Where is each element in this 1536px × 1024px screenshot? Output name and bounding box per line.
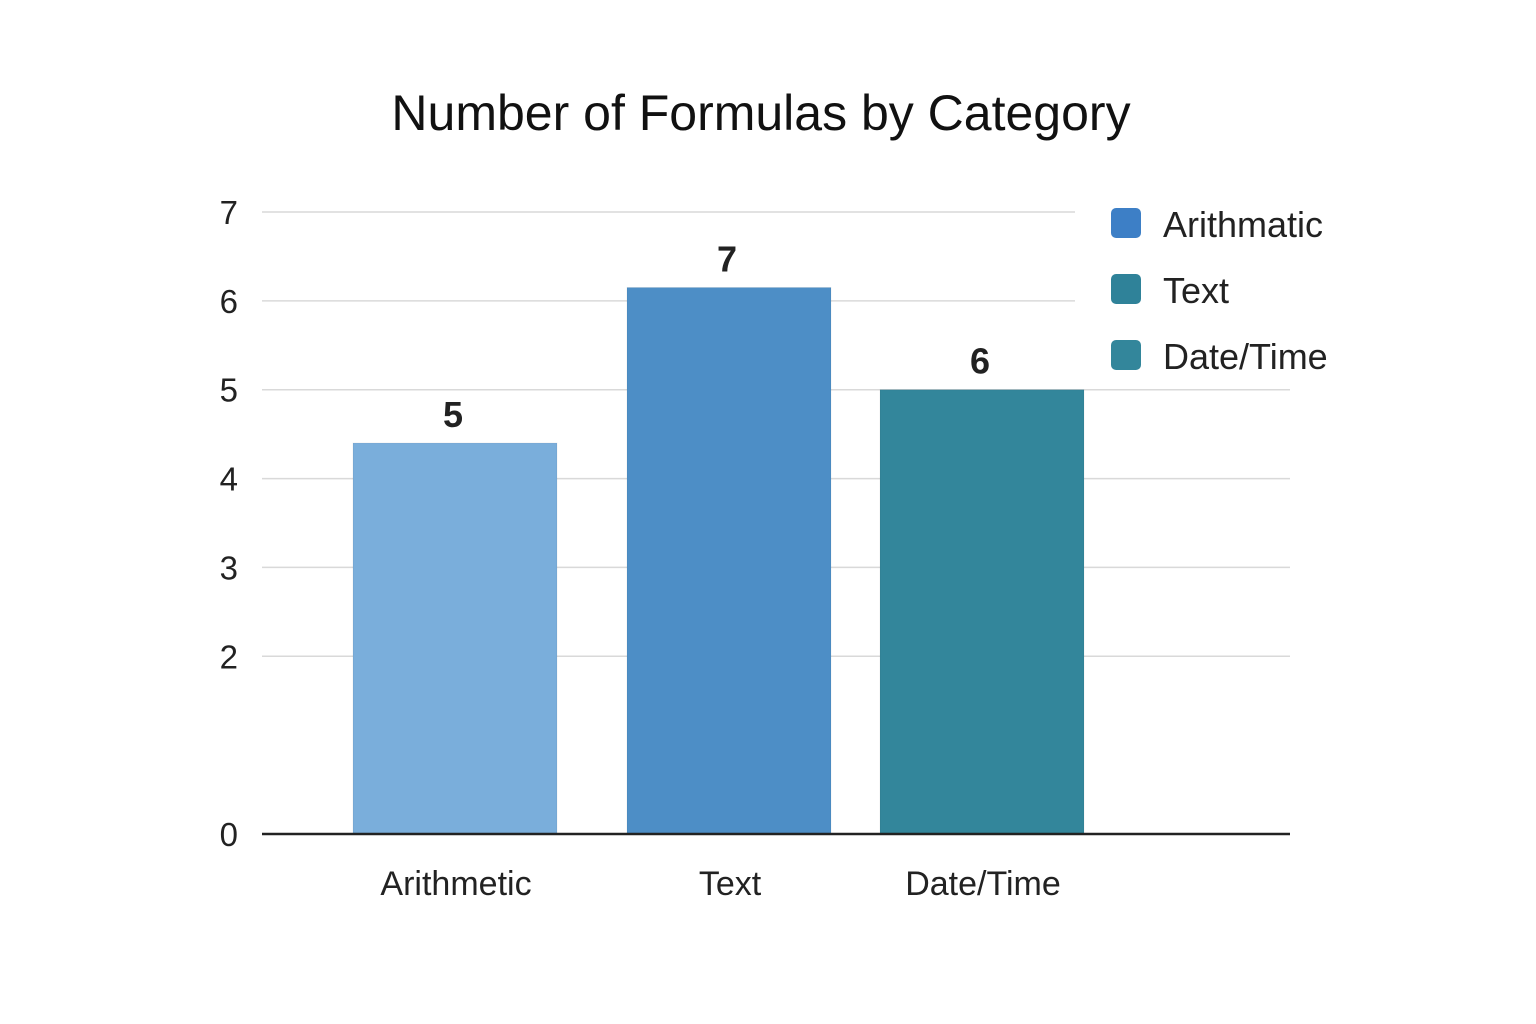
bars bbox=[352, 287, 1085, 835]
y-tick-label: 7 bbox=[220, 194, 238, 231]
y-axis-ticks: 0 2 3 4 5 6 7 bbox=[220, 194, 238, 853]
y-tick-label: 3 bbox=[220, 549, 238, 586]
legend-swatch bbox=[1111, 208, 1141, 238]
x-tick-label: Date/Time bbox=[905, 865, 1061, 903]
data-label: 7 bbox=[717, 239, 737, 280]
chart-title: Number of Formulas by Category bbox=[391, 85, 1130, 141]
legend-item[interactable]: Date/Time bbox=[1111, 336, 1328, 377]
legend: Arithmatic Text Date/Time bbox=[1111, 204, 1328, 377]
data-labels: 5 7 6 bbox=[443, 239, 990, 436]
x-axis-ticks: Arithmetic Text Date/Time bbox=[380, 865, 1060, 903]
y-tick-label: 6 bbox=[220, 283, 238, 320]
data-label: 5 bbox=[443, 394, 463, 435]
legend-label: Text bbox=[1163, 270, 1229, 311]
legend-item[interactable]: Text bbox=[1111, 270, 1229, 311]
legend-swatch bbox=[1111, 274, 1141, 304]
legend-item[interactable]: Arithmatic bbox=[1111, 204, 1323, 245]
bar-arithmetic[interactable] bbox=[352, 442, 558, 835]
y-tick-label: 4 bbox=[220, 461, 238, 498]
data-label: 6 bbox=[970, 341, 990, 382]
x-tick-label: Arithmetic bbox=[380, 865, 531, 903]
y-tick-label: 2 bbox=[220, 638, 238, 675]
bar-date-time[interactable] bbox=[879, 389, 1085, 835]
y-tick-label: 0 bbox=[220, 816, 238, 853]
bar-text[interactable] bbox=[626, 287, 832, 835]
legend-label: Arithmatic bbox=[1163, 204, 1323, 245]
legend-label: Date/Time bbox=[1163, 336, 1328, 377]
x-tick-label: Text bbox=[699, 865, 762, 903]
legend-swatch bbox=[1111, 340, 1141, 370]
y-tick-label: 5 bbox=[220, 372, 238, 409]
